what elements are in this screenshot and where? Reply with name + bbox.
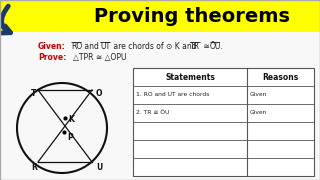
- Text: Statements: Statements: [165, 73, 215, 82]
- Text: T: T: [31, 89, 36, 98]
- Text: Given:: Given:: [38, 42, 66, 51]
- Text: O: O: [96, 89, 102, 98]
- Text: Reasons: Reasons: [262, 73, 299, 82]
- Text: 2. TR ≅ ŌU: 2. TR ≅ ŌU: [136, 111, 169, 116]
- Text: UT: UT: [100, 42, 110, 51]
- Bar: [0, 0, 320, 32]
- Text: and: and: [82, 42, 101, 51]
- Text: Given: Given: [250, 93, 268, 98]
- Text: ŌU.: ŌU.: [210, 42, 224, 51]
- Text: P: P: [67, 133, 73, 142]
- Text: Prove:: Prove:: [38, 53, 66, 62]
- Text: △TPR ≅ △OPU: △TPR ≅ △OPU: [73, 53, 126, 62]
- Text: are chords of ⊙ K and: are chords of ⊙ K and: [111, 42, 199, 51]
- Text: Proving theorems: Proving theorems: [94, 7, 290, 26]
- Bar: [133, 68, 314, 176]
- FancyArrowPatch shape: [2, 6, 11, 33]
- Text: Given: Given: [250, 111, 268, 116]
- Text: RO: RO: [71, 42, 82, 51]
- Bar: [0, 32, 320, 180]
- Text: TR: TR: [190, 42, 200, 51]
- Text: U: U: [96, 163, 102, 172]
- Text: K: K: [68, 115, 74, 124]
- Text: 1. RO and UT are chords: 1. RO and UT are chords: [136, 93, 209, 98]
- Text: ≅: ≅: [201, 42, 212, 51]
- Text: R: R: [31, 163, 37, 172]
